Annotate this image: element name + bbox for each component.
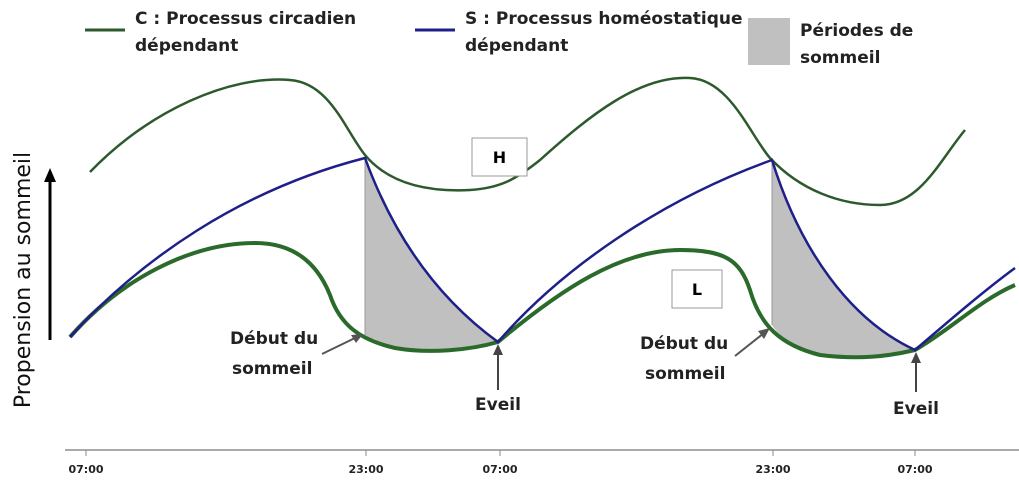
y-axis-label: Propension au sommeil (11, 152, 36, 408)
annotation-arrowhead (493, 344, 503, 355)
annotation: Eveil (475, 395, 521, 415)
box-label: L (692, 280, 702, 299)
annotation: sommeil (645, 364, 725, 384)
legend-swatch (748, 18, 790, 65)
annotation-arrow (321, 336, 358, 355)
x-tick-label: 07:00 (482, 463, 517, 476)
annotation: Début du (230, 329, 318, 349)
legend-text: dépendant (135, 36, 238, 56)
x-tick-label: 07:00 (68, 463, 103, 476)
annotation-arrowhead (911, 352, 921, 363)
annotation-arrowhead (351, 334, 363, 343)
legend-text: C : Processus circadien (135, 9, 356, 29)
curve-s (69, 156, 1016, 352)
x-tick-label: 07:00 (897, 463, 932, 476)
x-tick-label: 23:00 (348, 463, 383, 476)
curve-c-upper (89, 76, 966, 207)
legend-text: dépendant (465, 36, 568, 56)
sleep-period (772, 160, 915, 358)
box-l (671, 269, 723, 309)
box-label: H (493, 148, 506, 167)
x-tick-label: 23:00 (755, 463, 790, 476)
legend-text: S : Processus homéostatique (465, 9, 743, 29)
box-h (471, 137, 528, 177)
legend-text: Périodes de (800, 21, 913, 41)
legend-text: sommeil (800, 48, 880, 68)
y-arrowhead (44, 168, 56, 182)
annotation: Début du (640, 334, 728, 354)
sleep-period (365, 158, 498, 350)
annotation-arrow (734, 332, 765, 357)
annotation: sommeil (232, 359, 312, 379)
annotation-arrowhead (758, 328, 770, 339)
annotation: Eveil (893, 399, 939, 419)
curve-c-lower (68, 240, 1016, 360)
